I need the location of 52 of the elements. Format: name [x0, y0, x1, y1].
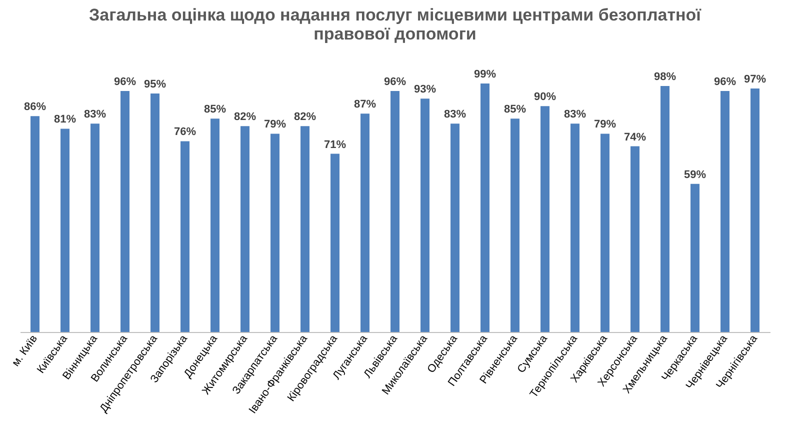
bar	[420, 98, 430, 332]
bar	[570, 124, 580, 332]
bar	[720, 91, 730, 332]
data-label: 87%	[354, 98, 376, 111]
data-label: 82%	[294, 111, 316, 124]
data-label: 83%	[84, 108, 106, 121]
bar	[240, 126, 250, 332]
data-label: 79%	[594, 118, 616, 131]
data-label: 76%	[174, 126, 196, 138]
data-label: 81%	[54, 114, 76, 126]
data-label: 71%	[324, 138, 346, 151]
data-label: 96%	[384, 76, 406, 88]
bar	[450, 124, 460, 332]
data-label: 59%	[684, 168, 706, 181]
bar	[300, 126, 310, 332]
bar	[210, 118, 220, 332]
bar	[630, 146, 640, 332]
data-label: 86%	[24, 101, 46, 114]
bar	[390, 91, 400, 332]
bar	[330, 154, 340, 332]
data-label: 97%	[744, 74, 766, 86]
data-label: 96%	[714, 76, 736, 88]
data-label: 98%	[654, 71, 676, 84]
bar	[60, 128, 70, 332]
data-label: 96%	[114, 76, 136, 88]
bar	[750, 88, 760, 332]
data-label: 93%	[414, 84, 436, 96]
data-label: 95%	[144, 78, 166, 91]
bar	[510, 118, 520, 332]
data-label: 85%	[204, 104, 226, 116]
data-label: 83%	[564, 108, 586, 121]
data-label: 82%	[234, 111, 256, 124]
bar	[150, 94, 160, 332]
data-label: 79%	[264, 118, 286, 131]
bar	[120, 91, 130, 332]
text: правової допомоги	[314, 24, 476, 44]
data-label: 99%	[474, 68, 496, 81]
bar	[690, 184, 700, 332]
bar	[270, 134, 280, 332]
text: Загальна оцінка щодо надання послуг місцевими центрами безоплатної	[89, 6, 701, 25]
bar	[540, 106, 550, 332]
data-label: 85%	[504, 104, 526, 116]
bar	[30, 116, 40, 332]
bar	[600, 134, 610, 332]
bar	[90, 124, 100, 332]
bar	[180, 141, 190, 332]
data-label: 83%	[444, 108, 466, 121]
bar	[480, 84, 490, 332]
data-label: 74%	[624, 131, 646, 144]
bar	[660, 86, 670, 332]
bar	[360, 114, 370, 332]
data-label: 90%	[534, 91, 556, 104]
